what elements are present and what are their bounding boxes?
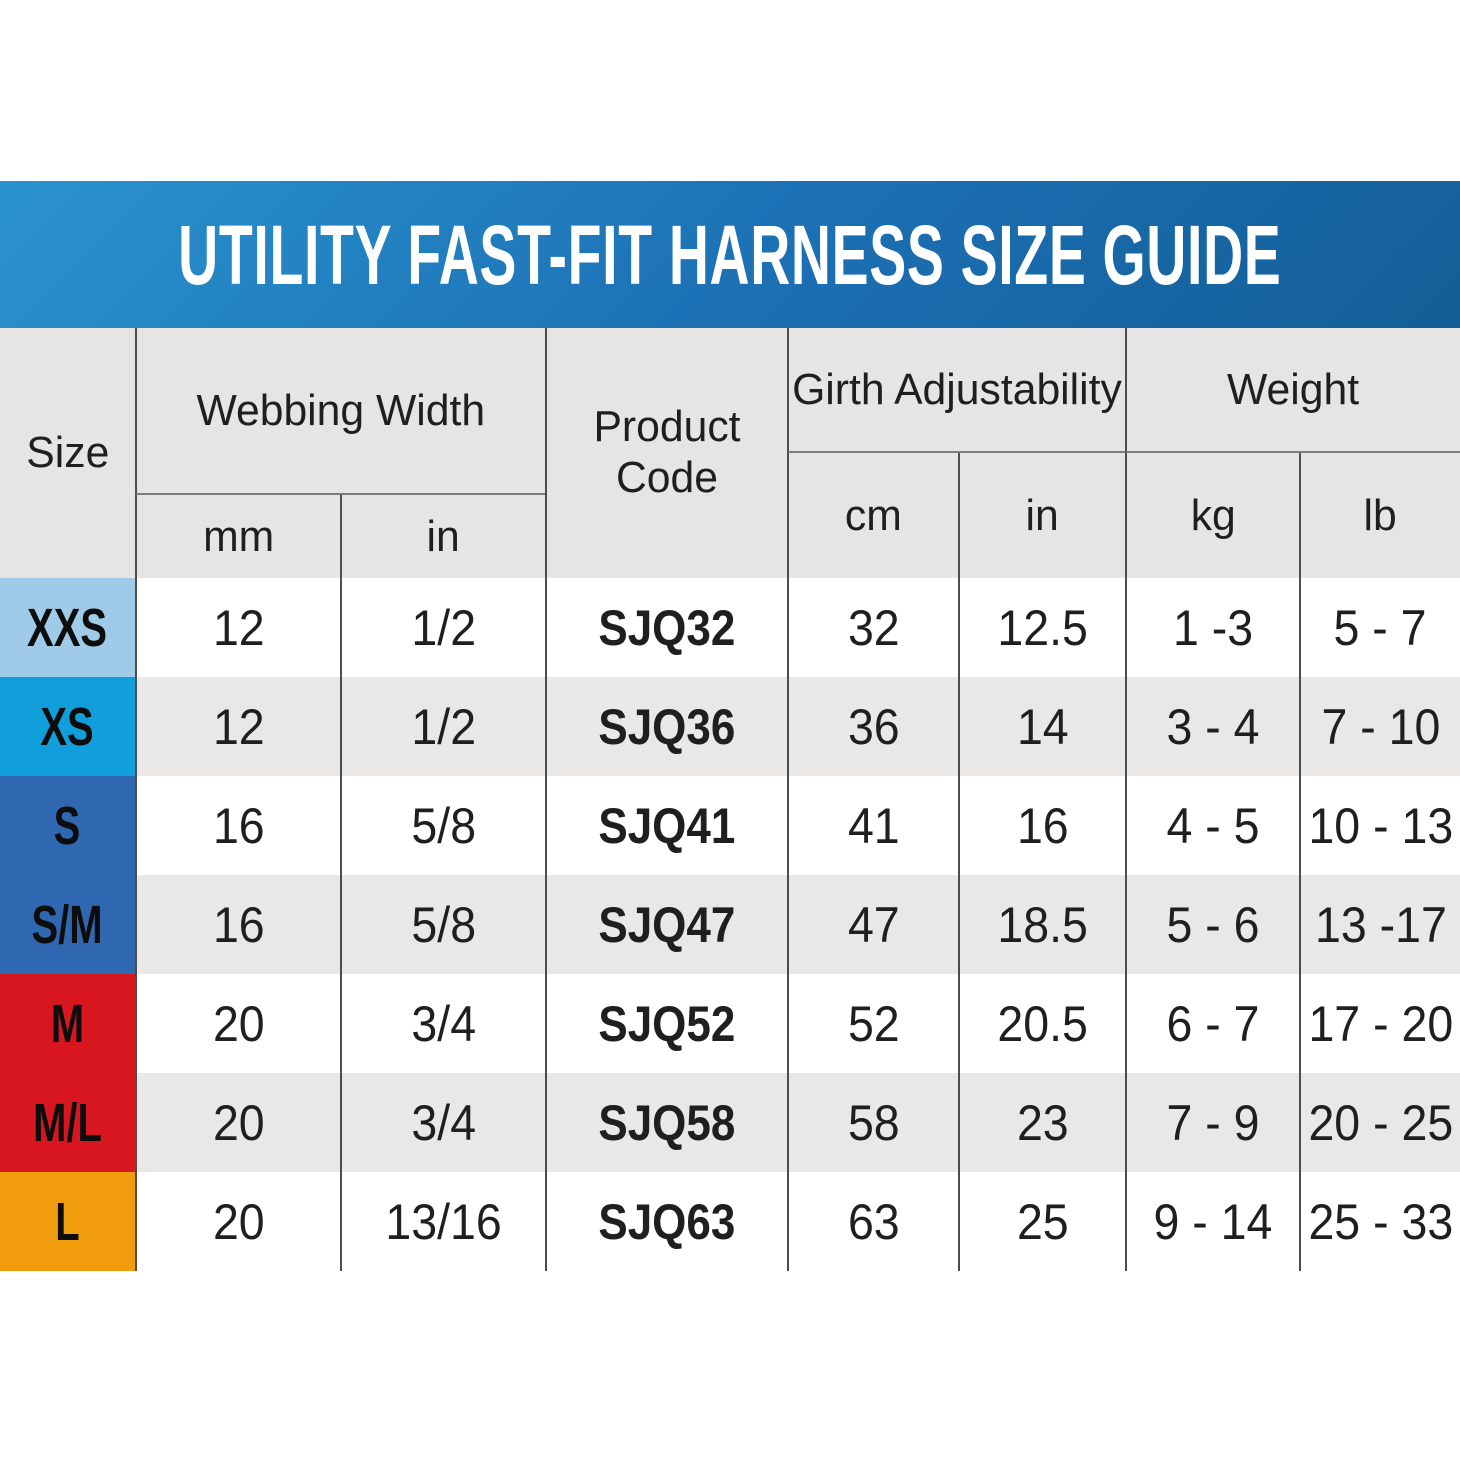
table-cell-weight-lb: 10 - 13 xyxy=(1299,776,1460,875)
unit-header-in-girth: in xyxy=(958,453,1125,578)
table-cell-weight-lb: 5 - 7 xyxy=(1299,578,1460,677)
table-cell-weight-kg: 6 - 7 xyxy=(1125,974,1299,1073)
unit-header-lb: lb xyxy=(1299,453,1460,578)
table-cell-weight-lb: 17 - 20 xyxy=(1299,974,1460,1073)
table-cell-weight-kg: 7 - 9 xyxy=(1125,1073,1299,1172)
table-cell-webbing-mm: 20 xyxy=(135,974,340,1073)
table-cell-girth-cm: 52 xyxy=(787,974,958,1073)
title-banner: UTILITY FAST-FIT HARNESS SIZE GUIDE xyxy=(0,181,1460,328)
size-cell-m: M xyxy=(0,974,135,1073)
table-cell-girth-cm: 41 xyxy=(787,776,958,875)
table-cell-product-code: SJQ41 xyxy=(545,776,787,875)
unit-header-in-webbing: in xyxy=(340,495,545,578)
table-cell-girth-in: 18.5 xyxy=(958,875,1125,974)
size-cell-ml: M/L xyxy=(0,1073,135,1172)
table-cell-product-code: SJQ58 xyxy=(545,1073,787,1172)
table-cell-girth-in: 16 xyxy=(958,776,1125,875)
size-cell-l: L xyxy=(0,1172,135,1271)
unit-header-mm: mm xyxy=(135,495,340,578)
table-cell-girth-in: 20.5 xyxy=(958,974,1125,1073)
table-cell-webbing-mm: 16 xyxy=(135,776,340,875)
table-cell-girth-cm: 47 xyxy=(787,875,958,974)
table-cell-weight-kg: 3 - 4 xyxy=(1125,677,1299,776)
table-cell-weight-lb: 7 - 10 xyxy=(1299,677,1460,776)
table-cell-webbing-in: 5/8 xyxy=(340,776,545,875)
size-cell-xxs: XXS xyxy=(0,578,135,677)
table-cell-girth-in: 12.5 xyxy=(958,578,1125,677)
table-cell-girth-in: 14 xyxy=(958,677,1125,776)
size-cell-s: S xyxy=(0,776,135,875)
table-cell-product-code: SJQ36 xyxy=(545,677,787,776)
table-cell-weight-kg: 5 - 6 xyxy=(1125,875,1299,974)
table-cell-girth-cm: 36 xyxy=(787,677,958,776)
table-cell-webbing-in: 3/4 xyxy=(340,974,545,1073)
table-cell-girth-in: 25 xyxy=(958,1172,1125,1271)
column-header-product-code: Product Code xyxy=(545,328,787,578)
column-header-weight: Weight xyxy=(1125,328,1460,453)
table-cell-girth-cm: 32 xyxy=(787,578,958,677)
table-cell-webbing-in: 3/4 xyxy=(340,1073,545,1172)
table-cell-girth-in: 23 xyxy=(958,1073,1125,1172)
size-cell-xs: XS xyxy=(0,677,135,776)
column-header-girth-adjustability: Girth Adjustability xyxy=(787,328,1125,453)
table-cell-webbing-mm: 12 xyxy=(135,578,340,677)
table-cell-product-code: SJQ63 xyxy=(545,1172,787,1271)
unit-header-cm: cm xyxy=(787,453,958,578)
table-cell-webbing-mm: 16 xyxy=(135,875,340,974)
table-cell-product-code: SJQ47 xyxy=(545,875,787,974)
table-cell-webbing-mm: 20 xyxy=(135,1073,340,1172)
table-cell-weight-kg: 1 -3 xyxy=(1125,578,1299,677)
table-cell-girth-cm: 63 xyxy=(787,1172,958,1271)
table-cell-product-code: SJQ32 xyxy=(545,578,787,677)
column-header-webbing-width: Webbing Width xyxy=(135,328,545,495)
page-title: UTILITY FAST-FIT HARNESS SIZE GUIDE xyxy=(178,207,1282,302)
table-cell-weight-kg: 4 - 5 xyxy=(1125,776,1299,875)
table-cell-webbing-mm: 20 xyxy=(135,1172,340,1271)
size-guide-table: Size Webbing Width mm in Product Code Gi… xyxy=(0,328,1460,1271)
table-cell-webbing-in: 13/16 xyxy=(340,1172,545,1271)
table-cell-girth-cm: 58 xyxy=(787,1073,958,1172)
table-cell-weight-lb: 13 -17 xyxy=(1299,875,1460,974)
table-cell-webbing-in: 5/8 xyxy=(340,875,545,974)
table-cell-product-code: SJQ52 xyxy=(545,974,787,1073)
column-header-size: Size xyxy=(0,328,135,578)
table-cell-webbing-in: 1/2 xyxy=(340,677,545,776)
table-cell-weight-lb: 25 - 33 xyxy=(1299,1172,1460,1271)
table-cell-weight-kg: 9 - 14 xyxy=(1125,1172,1299,1271)
table-cell-webbing-in: 1/2 xyxy=(340,578,545,677)
size-cell-sm: S/M xyxy=(0,875,135,974)
unit-header-kg: kg xyxy=(1125,453,1299,578)
table-cell-webbing-mm: 12 xyxy=(135,677,340,776)
table-cell-weight-lb: 20 - 25 xyxy=(1299,1073,1460,1172)
